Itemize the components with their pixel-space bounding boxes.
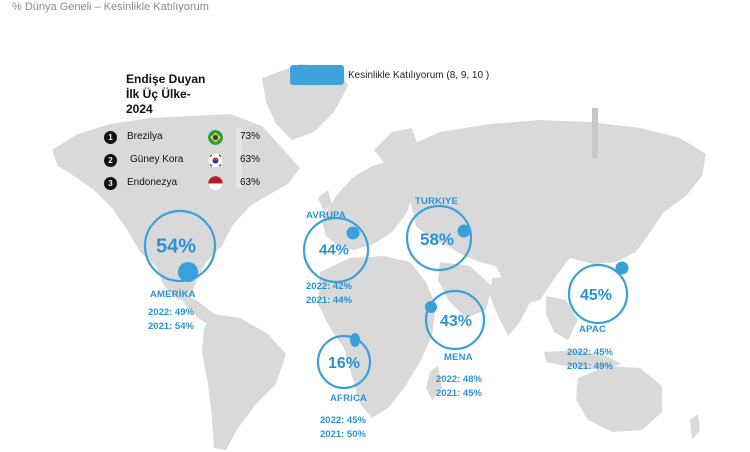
country-percent: 63% (240, 154, 261, 165)
page-title: % Dünya Geneli – Kesinlikle Katılıyorum (12, 1, 209, 13)
legend-swatch (290, 65, 344, 85)
avrupa-2021: 2021: 44% (306, 294, 352, 306)
turkiye-percent: 58% (419, 230, 455, 249)
country-name: Güney Kora (130, 154, 184, 165)
mena-2021: 2021: 45% (436, 387, 482, 399)
amerika-percent: 54% (155, 235, 197, 258)
mena-stats: 2022: 48% 2021: 45% (436, 373, 482, 400)
legend: Kesinlikle Katılıyorum (8, 9, 10 ) (290, 65, 489, 85)
list-item: 2 Güney Kora 63% (104, 151, 274, 171)
top-countries-title-line2: İlk Üç Ülke- (126, 87, 191, 101)
amerika-stats: 2022: 49% 2021: 54% (148, 306, 194, 333)
amerika-label: AMERİKA (150, 289, 196, 300)
apac-2022: 2022: 45% (567, 347, 613, 358)
top-countries-title-line3: 2024 (126, 102, 153, 116)
country-name: Brezilya (127, 131, 163, 142)
avrupa-2022: 2022: 42% (306, 281, 352, 292)
mena-label: MENA (444, 352, 473, 363)
country-percent: 63% (240, 177, 261, 188)
avrupa-percent: 44% (318, 241, 350, 259)
mena-2022: 2022: 48% (436, 374, 482, 385)
africa-2021: 2021: 50% (320, 428, 366, 440)
legend-label: Kesinlikle Katılıyorum (8, 9, 10 ) (348, 69, 490, 81)
turkiye-label: TURKIYE (415, 196, 459, 207)
amerika-2022: 2022: 49% (148, 307, 194, 318)
top-countries-title-line1: Endişe Duyan (126, 72, 206, 86)
list-item: 1 Brezilya 73% (104, 128, 274, 148)
rank-number: 2 (104, 154, 117, 167)
apac-label: APAC (579, 324, 607, 335)
apac-percent: 45% (579, 287, 613, 304)
apac-2021: 2021: 49% (567, 360, 613, 372)
amerika-2021: 2021: 54% (148, 320, 194, 332)
list-item: 3 Endonezya 63% (104, 174, 274, 194)
africa-label: AFRICA (330, 393, 368, 404)
south-korea-flag-icon (208, 153, 223, 168)
apac-stats: 2022: 45% 2021: 49% (567, 346, 613, 373)
africa-percent: 16% (327, 355, 361, 372)
rank-number: 3 (104, 177, 117, 190)
country-percent: 73% (240, 131, 261, 142)
avrupa-stats: 2022: 42% 2021: 44% (306, 280, 352, 307)
mena-percent: 43% (439, 313, 473, 330)
africa-stats: 2022: 45% 2021: 50% (320, 414, 366, 441)
avrupa-label: AVRUPA (306, 210, 346, 221)
country-name: Endonezya (127, 177, 178, 188)
top-countries-title: Endişe Duyan İlk Üç Ülke- 2024 (126, 72, 236, 117)
indonesia-flag-icon (208, 176, 223, 191)
rank-number: 1 (104, 131, 117, 144)
africa-2022: 2022: 45% (320, 415, 366, 426)
brazil-flag-icon (208, 130, 223, 145)
